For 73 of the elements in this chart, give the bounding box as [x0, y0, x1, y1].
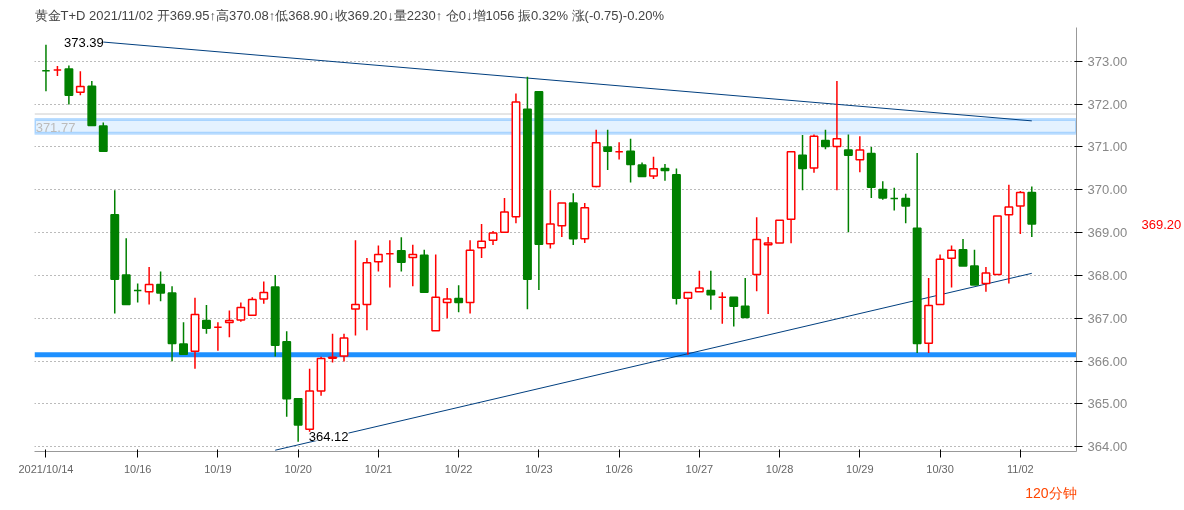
candlestick: [901, 192, 911, 224]
x-tick-label: 10/16: [123, 462, 152, 475]
x-tick-label: 10/28: [765, 462, 794, 475]
x-tick-label: 10/21: [364, 462, 393, 475]
candlestick: [259, 280, 269, 305]
annotation: 373.39: [63, 34, 104, 50]
y-tick-label: 369.00: [1087, 225, 1128, 241]
candlestick: [981, 266, 991, 293]
text: 120分钟: [1025, 484, 1077, 501]
candlestick: [557, 202, 567, 238]
x-tick-label: 10/30: [926, 462, 954, 475]
candlestick: [878, 180, 888, 201]
candlestick: [408, 243, 418, 287]
candlestick: [339, 332, 349, 363]
candlestick: [350, 239, 360, 337]
candlestick: [328, 332, 338, 364]
candlestick: [947, 244, 957, 289]
x-tick-label: 10/19: [204, 462, 232, 475]
x-tick-label: 2021/10/14: [18, 462, 74, 475]
candlestick: [683, 291, 693, 356]
x-tick-label: 10/22: [444, 462, 473, 475]
y-tick-label: 372.00: [1087, 96, 1128, 112]
candlestick: [545, 189, 555, 250]
candlestick: [201, 304, 211, 335]
candlestick: [958, 238, 968, 267]
candlestick: [660, 163, 670, 182]
ref-line-label: 371.77: [35, 120, 76, 136]
candlestick: [144, 266, 154, 306]
candlestick: [740, 277, 750, 319]
candlestick: [694, 270, 704, 293]
candlestick: [855, 135, 865, 174]
y-tick-label: 365.00: [1087, 396, 1128, 412]
candlestick: [454, 284, 464, 314]
candlestick: [373, 244, 383, 273]
y-tick-label: 366.00: [1087, 353, 1128, 369]
candlestick: [775, 219, 785, 244]
candlestick: [156, 270, 166, 302]
chart-title: 黄金T+D 2021/11/02 开369.95↑高370.08↑低368.90↓收369.20↓量2230↑ 仓0↓增1056 振0.32% 涨(-0.75)-0.20%: [34, 7, 665, 23]
candlestick: [236, 301, 246, 323]
candlestick: [649, 156, 658, 180]
y-tick-label: 368.00: [1087, 267, 1128, 283]
candlestick: [603, 129, 613, 171]
candlestick: [1015, 190, 1025, 235]
y-tick-label: 364.00: [1087, 439, 1128, 455]
y-tick-label: 370.00: [1087, 182, 1128, 198]
y-tick-label: 373.00: [1087, 53, 1128, 69]
candlestick: [396, 236, 406, 273]
candlestick: [626, 138, 636, 184]
y-tick-label: 367.00: [1087, 310, 1128, 326]
candlestick: [75, 70, 85, 96]
candlestick: [970, 249, 979, 286]
x-tick-label: 10/23: [525, 462, 553, 475]
candlestick: [729, 296, 739, 328]
candlestick: [500, 197, 509, 233]
candlestick: [179, 321, 188, 356]
candlestick: [832, 80, 842, 191]
x-tick-label: 10/27: [685, 462, 714, 475]
candlestick: [763, 236, 773, 315]
x-tick-label: 11/02: [1006, 462, 1034, 475]
candlestick: [843, 133, 853, 233]
candlestick: [1004, 183, 1014, 285]
x-tick-label: 10/20: [284, 462, 312, 475]
candlestick: [706, 270, 716, 311]
candlestick: [798, 134, 808, 191]
y-tick-label: 371.00: [1087, 139, 1128, 155]
x-tick-label: 10/29: [846, 462, 874, 475]
text: 369.20: [1141, 216, 1182, 232]
candlestick: [477, 223, 487, 259]
annotation: 364.12: [308, 428, 349, 444]
candlestick: [442, 287, 452, 320]
x-tick-label: 10/26: [605, 462, 633, 475]
candlestick: [820, 129, 830, 150]
candlestick: [224, 309, 234, 338]
